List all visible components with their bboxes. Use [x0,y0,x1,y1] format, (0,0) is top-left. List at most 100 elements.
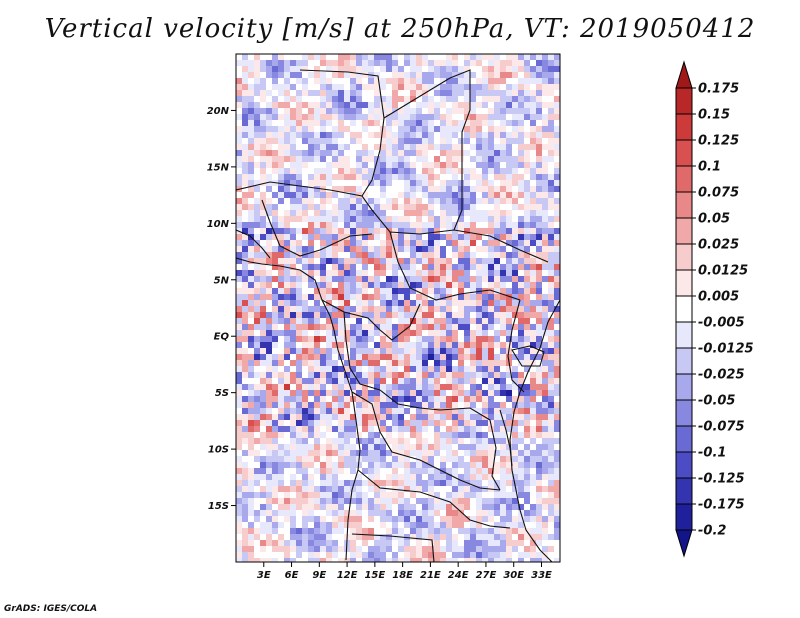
field-cell [524,288,530,294]
field-cell [452,456,458,462]
field-cell [548,462,554,468]
field-cell [548,354,554,360]
field-cell [482,480,488,486]
field-cell [464,348,470,354]
field-cell [536,426,542,432]
field-cell [524,258,530,264]
field-cell [386,78,392,84]
field-cell [506,414,512,420]
field-cell [242,468,248,474]
field-cell [494,330,500,336]
field-cell [392,222,398,228]
field-cell [362,264,368,270]
field-cell [548,480,554,486]
field-cell [476,432,482,438]
field-cell [416,510,422,516]
colorbar-label: 0.05 [698,212,730,227]
field-cell [530,516,536,522]
field-cell [524,450,530,456]
field-cell [506,90,512,96]
field-cell [314,426,320,432]
field-cell [356,498,362,504]
field-cell [266,420,272,426]
field-cell [320,282,326,288]
field-cell [548,66,554,72]
field-cell [458,534,464,540]
field-cell [296,414,302,420]
field-cell [434,384,440,390]
field-cell [260,342,266,348]
border-south [357,469,511,529]
field-cell [356,402,362,408]
field-cell [356,300,362,306]
field-cell [524,300,530,306]
field-cell [440,540,446,546]
field-cell [368,186,374,192]
field-cell [476,216,482,222]
field-cell [404,420,410,426]
field-cell [518,516,524,522]
field-cell [278,480,284,486]
field-cell [536,312,542,318]
field-cell [290,54,296,60]
field-cell [410,294,416,300]
field-cell [356,96,362,102]
field-cell [272,54,278,60]
field-cell [428,192,434,198]
field-cell [338,180,344,186]
field-cell [446,288,452,294]
field-cell [362,402,368,408]
field-cell [500,132,506,138]
field-cell [374,216,380,222]
field-cell [368,312,374,318]
field-cell [302,540,308,546]
field-cell [476,192,482,198]
field-cell [296,456,302,462]
field-cell [338,72,344,78]
field-cell [554,522,560,528]
field-cell [512,408,518,414]
field-cell [542,342,548,348]
field-cell [380,540,386,546]
field-cell [302,312,308,318]
field-cell [542,84,548,90]
field-cell [518,294,524,300]
field-cell [368,162,374,168]
field-cell [506,324,512,330]
field-cell [458,192,464,198]
field-cell [386,522,392,528]
field-cell [404,234,410,240]
field-cell [236,408,242,414]
field-cell [476,90,482,96]
field-cell [374,450,380,456]
field-cell [344,510,350,516]
field-cell [314,144,320,150]
field-cell [332,54,338,60]
field-cell [530,60,536,66]
field-cell [242,552,248,558]
field-cell [392,420,398,426]
field-cell [500,456,506,462]
field-cell [446,504,452,510]
field-cell [548,444,554,450]
field-cell [380,204,386,210]
field-cell [344,306,350,312]
field-cell [278,132,284,138]
field-cell [470,306,476,312]
field-cell [260,354,266,360]
field-cell [356,276,362,282]
field-cell [290,534,296,540]
field-cell [488,534,494,540]
field-cell [308,318,314,324]
field-cell [404,456,410,462]
field-cell [260,426,266,432]
field-cell [518,498,524,504]
field-cell [272,210,278,216]
field-cell [410,156,416,162]
field-cell [452,552,458,558]
field-cell [248,498,254,504]
field-cell [374,480,380,486]
field-cell [242,180,248,186]
field-cell [554,216,560,222]
field-cell [248,354,254,360]
